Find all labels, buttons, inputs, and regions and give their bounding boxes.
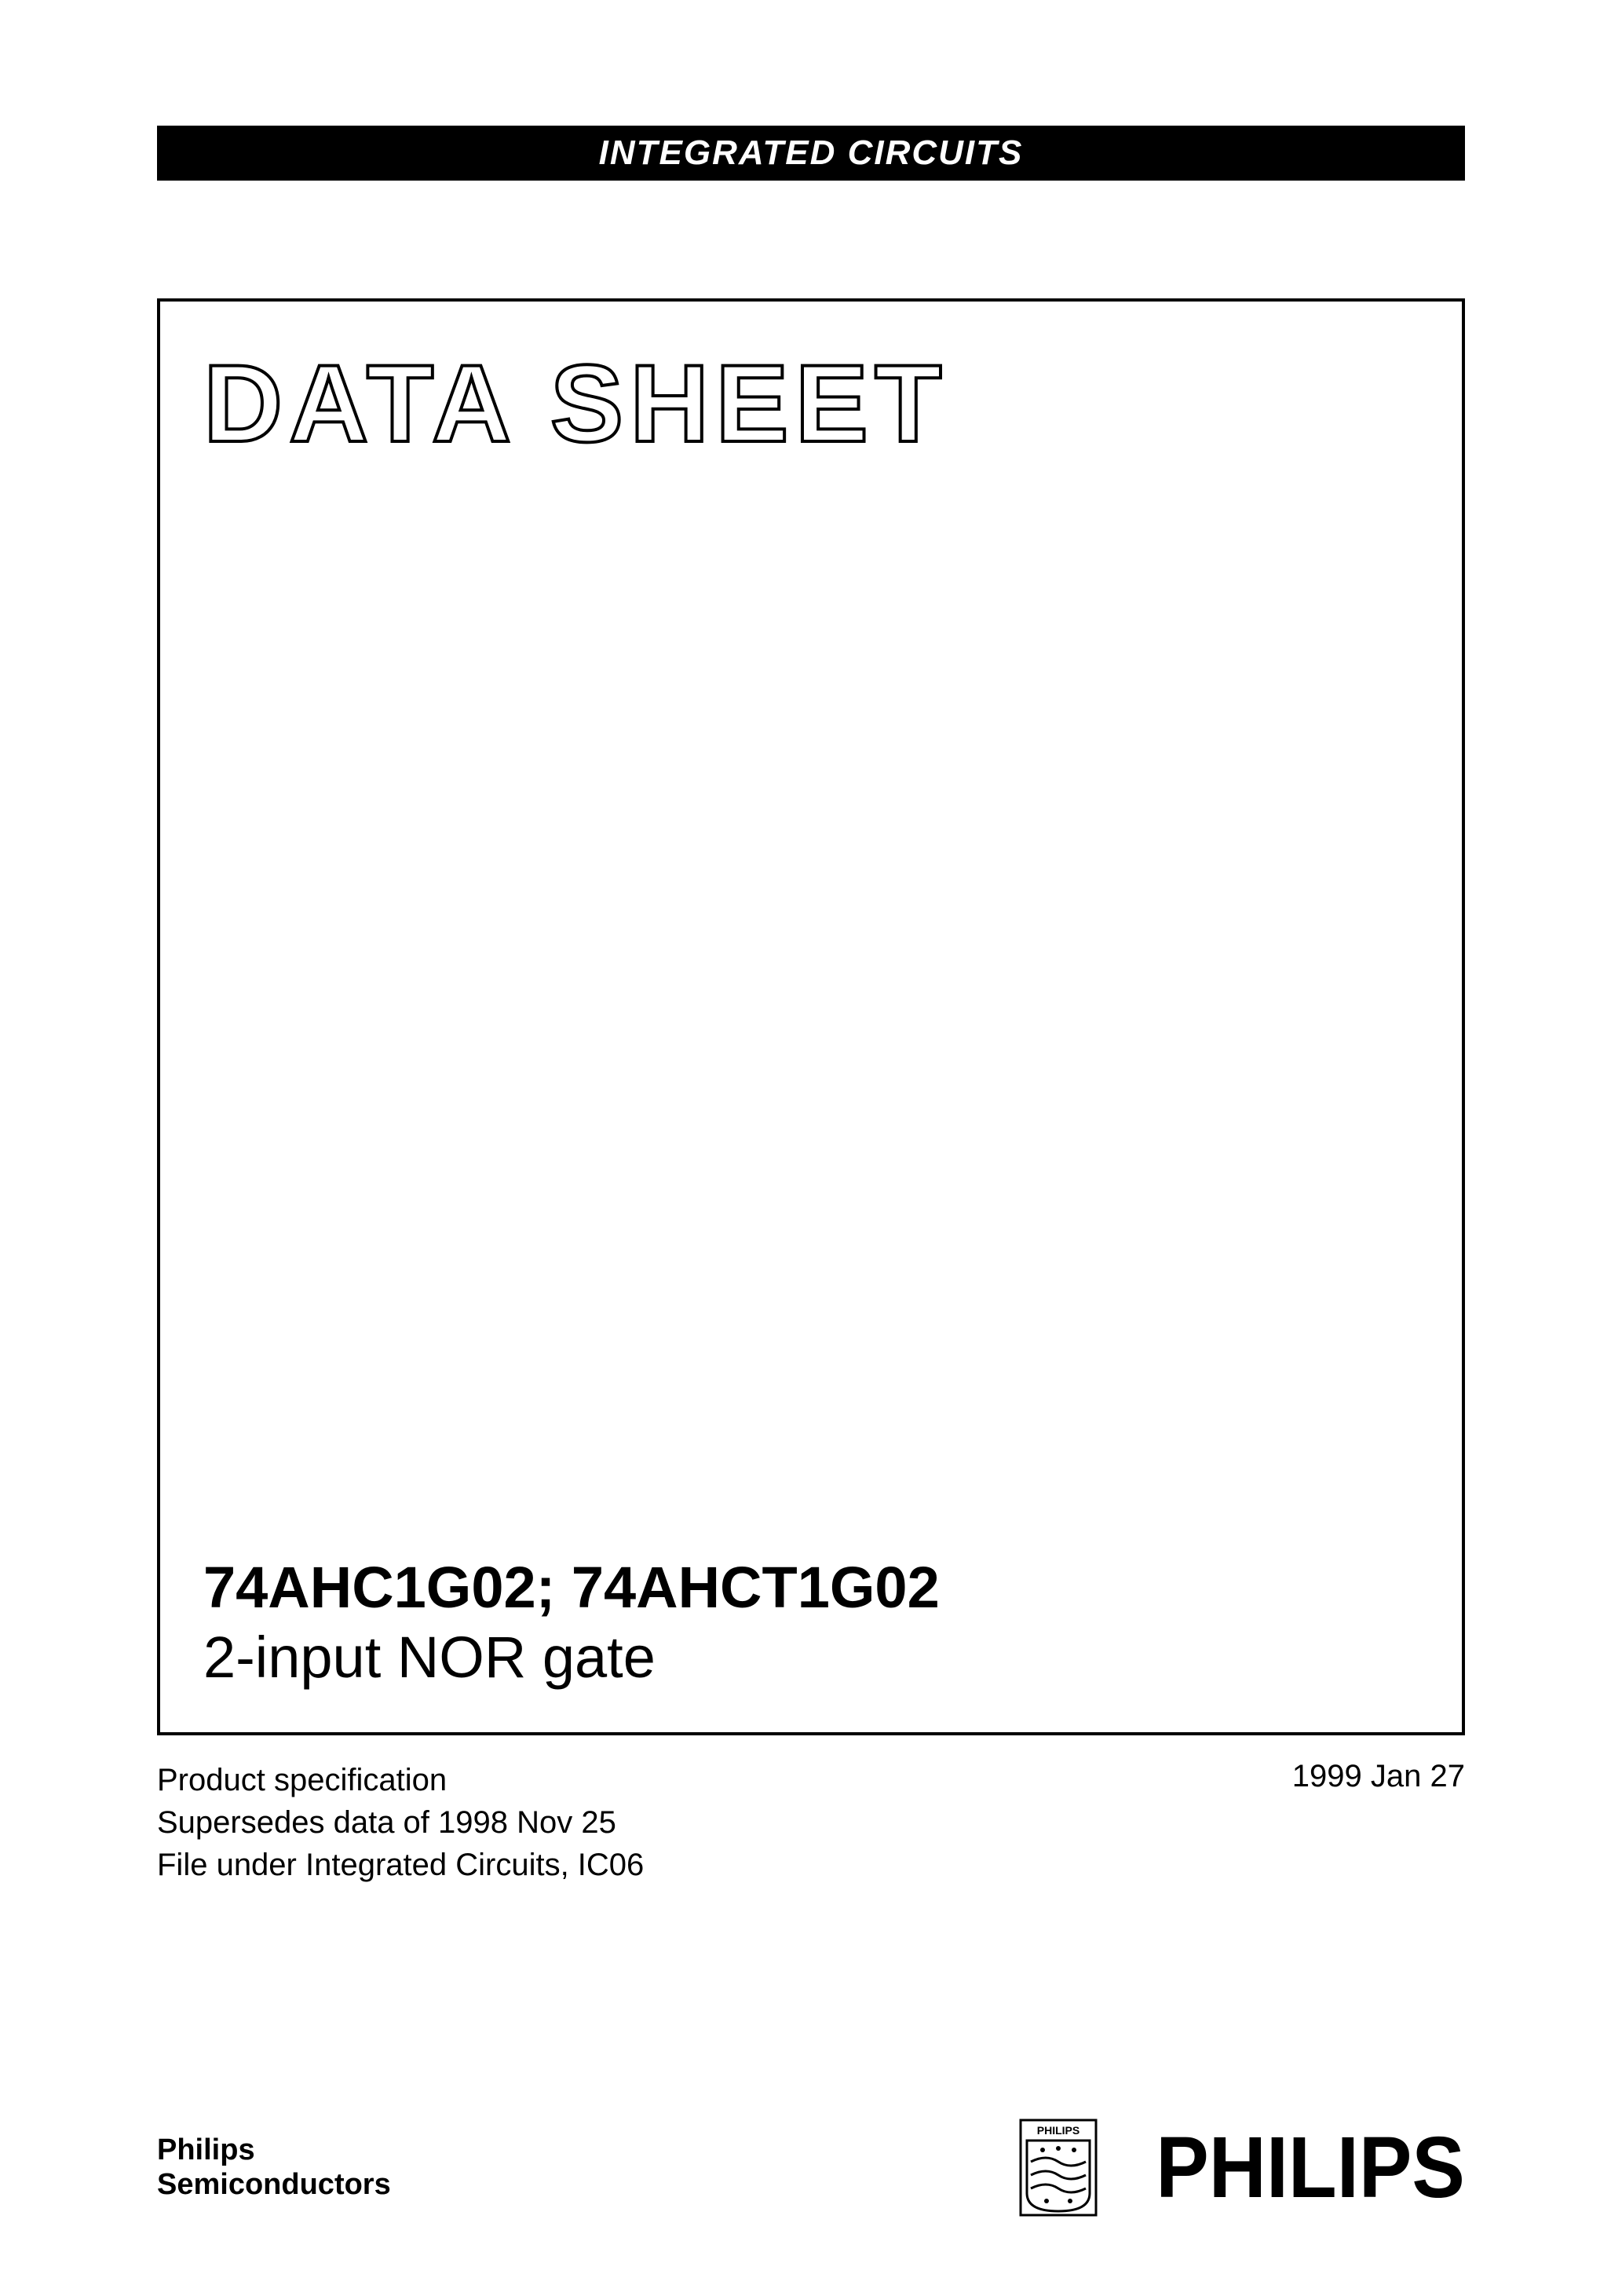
- header-category-text: INTEGRATED CIRCUITS: [599, 133, 1024, 172]
- shield-label-text: PHILIPS: [1037, 2124, 1080, 2137]
- below-left-column: Product specification Supersedes data of…: [157, 1759, 644, 1886]
- document-date: 1999 Jan 27: [1292, 1759, 1465, 1794]
- company-line1: Philips: [157, 2133, 391, 2168]
- header-category-bar: INTEGRATED CIRCUITS: [157, 126, 1465, 181]
- product-number: 74AHC1G02; 74AHCT1G02: [203, 1553, 940, 1623]
- company-line2: Semiconductors: [157, 2168, 391, 2203]
- datasheet-title: DATA SHEET: [203, 349, 1419, 459]
- below-right-column: 1999 Jan 27: [1292, 1759, 1465, 1886]
- spec-label: Product specification: [157, 1759, 644, 1801]
- product-description: 2-input NOR gate: [203, 1623, 940, 1693]
- main-content-box: DATA SHEET 74AHC1G02; 74AHCT1G02 2-input…: [157, 298, 1465, 1735]
- product-info-block: 74AHC1G02; 74AHCT1G02 2-input NOR gate: [203, 1553, 940, 1693]
- file-under-text: File under Integrated Circuits, IC06: [157, 1844, 644, 1886]
- page-footer: Philips Semiconductors PHILIPS PHILIPS: [157, 2118, 1465, 2217]
- footer-logo-group: PHILIPS PHILIPS: [1019, 2118, 1465, 2217]
- philips-wordmark: PHILIPS: [1156, 2118, 1465, 2217]
- footer-company-name: Philips Semiconductors: [157, 2133, 391, 2202]
- supersedes-text: Supersedes data of 1998 Nov 25: [157, 1801, 644, 1844]
- philips-shield-icon: PHILIPS: [1019, 2119, 1098, 2217]
- below-box-info: Product specification Supersedes data of…: [157, 1759, 1465, 1886]
